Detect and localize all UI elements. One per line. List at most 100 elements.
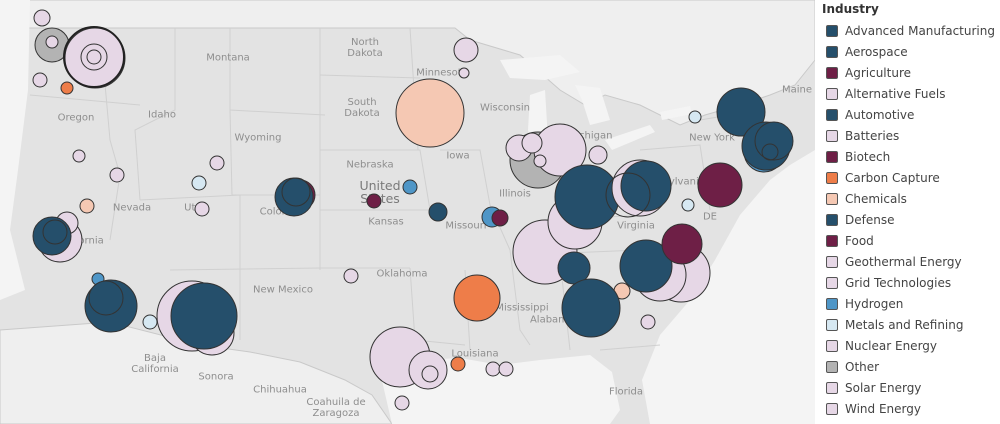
bubble-wind[interactable] bbox=[343, 268, 359, 284]
legend-item[interactable]: Hydrogen bbox=[826, 293, 903, 314]
bubble-aerospace[interactable] bbox=[281, 177, 311, 207]
label-wisconsin: Wisconsin bbox=[480, 102, 530, 114]
legend-label: Grid Technologies bbox=[845, 275, 952, 290]
legend-item[interactable]: Automotive bbox=[826, 104, 914, 125]
legend-item[interactable]: Grid Technologies bbox=[826, 272, 951, 293]
bubble-aerospace[interactable] bbox=[42, 219, 68, 245]
legend-item[interactable]: Alternative Fuels bbox=[826, 83, 945, 104]
legend-label: Biotech bbox=[845, 149, 891, 164]
bubble-carbon-capture[interactable] bbox=[453, 274, 501, 322]
legend-item[interactable]: Nuclear Energy bbox=[826, 335, 937, 356]
bubble-layer bbox=[32, 9, 794, 411]
legend-item[interactable]: Batteries bbox=[826, 125, 899, 146]
map-canvas[interactable]: North Dakota Montana South Dakota Minnesot… bbox=[0, 0, 815, 424]
bubble-wind[interactable] bbox=[209, 155, 225, 171]
label-idaho: Idaho bbox=[148, 109, 176, 121]
legend-item[interactable]: Solar Energy bbox=[826, 377, 921, 398]
bubble-wind[interactable] bbox=[498, 361, 514, 377]
legend-item[interactable]: Other bbox=[826, 356, 879, 377]
bubble-grid[interactable] bbox=[453, 37, 479, 63]
bubble-hydrogen[interactable] bbox=[402, 179, 418, 195]
legend-item[interactable]: Biotech bbox=[826, 146, 890, 167]
legend-item[interactable]: Agriculture bbox=[826, 62, 911, 83]
bubble-food[interactable] bbox=[661, 223, 703, 265]
bubble-agriculture[interactable] bbox=[491, 209, 509, 227]
bubble-biotech[interactable] bbox=[366, 193, 382, 209]
bubble-aerospace[interactable] bbox=[754, 121, 794, 161]
bubble-advanced-mfg[interactable] bbox=[619, 239, 673, 293]
bubble-wind[interactable] bbox=[485, 361, 501, 377]
legend-item[interactable]: Aerospace bbox=[826, 41, 908, 62]
bubble-chemicals[interactable] bbox=[395, 78, 465, 148]
bubble-agriculture[interactable] bbox=[697, 162, 743, 208]
bubble-batteries[interactable] bbox=[32, 72, 48, 88]
legend-item[interactable]: Geothermal Energy bbox=[826, 251, 962, 272]
legend-label: Alternative Fuels bbox=[845, 86, 946, 101]
bubble-aerospace[interactable] bbox=[761, 143, 779, 161]
lake-huron bbox=[575, 85, 610, 125]
legend-label: Aerospace bbox=[845, 44, 908, 59]
bubble-wind[interactable] bbox=[194, 201, 210, 217]
label-south-dakota: South Dakota bbox=[344, 97, 380, 119]
lake-ontario bbox=[660, 106, 692, 120]
label-virginia: Virginia bbox=[617, 220, 655, 232]
label-oregon: Oregon bbox=[57, 112, 95, 124]
legend-swatch bbox=[826, 339, 838, 352]
bubble-carbon-capture[interactable] bbox=[60, 81, 74, 95]
bubble-metals[interactable] bbox=[681, 198, 695, 212]
bubble-metals[interactable] bbox=[191, 175, 207, 191]
legend-swatch bbox=[826, 192, 838, 205]
bubble-batteries[interactable] bbox=[533, 154, 547, 168]
label-montana: Montana bbox=[206, 52, 250, 64]
bubble-wind[interactable] bbox=[394, 395, 410, 411]
bubble-wind[interactable] bbox=[72, 149, 86, 163]
legend-item[interactable]: Chemicals bbox=[826, 188, 907, 209]
bubble-metals[interactable] bbox=[688, 110, 702, 124]
legend-item[interactable]: Advanced Manufacturing bbox=[826, 20, 995, 41]
bubble-defense[interactable] bbox=[561, 278, 621, 338]
bubble-aerospace[interactable] bbox=[63, 26, 125, 88]
bubble-chemicals[interactable] bbox=[79, 198, 95, 214]
legend-item[interactable]: Wind Energy bbox=[826, 398, 921, 419]
legend-item[interactable]: Carbon Capture bbox=[826, 167, 940, 188]
bubble-batteries[interactable] bbox=[605, 172, 651, 218]
legend-item[interactable]: Metals and Refining bbox=[826, 314, 964, 335]
bubble-metals[interactable] bbox=[142, 314, 158, 330]
bubble-wind[interactable] bbox=[588, 145, 608, 165]
legend-swatch bbox=[826, 276, 838, 289]
label-de: DE bbox=[702, 211, 718, 223]
legend-swatch bbox=[826, 360, 838, 373]
bubble-automotive[interactable] bbox=[620, 160, 672, 212]
label-florida: Florida bbox=[608, 386, 644, 398]
bubble-aerospace[interactable] bbox=[32, 216, 72, 256]
bubble-solar[interactable] bbox=[86, 49, 102, 65]
bubble-wind[interactable] bbox=[109, 167, 125, 183]
bubble-aerospace[interactable] bbox=[88, 280, 124, 316]
bubble-wind[interactable] bbox=[640, 314, 656, 330]
bubble-solar[interactable] bbox=[421, 365, 439, 383]
bubble-advanced-mfg[interactable] bbox=[716, 87, 766, 137]
label-pennsylvania: Pennsylvania bbox=[639, 176, 705, 188]
legend-label: Defense bbox=[845, 212, 895, 227]
legend-item[interactable]: Food bbox=[826, 230, 874, 251]
bubble-aerospace[interactable] bbox=[170, 282, 238, 350]
lake-erie bbox=[605, 125, 655, 150]
bubble-wind[interactable] bbox=[45, 35, 59, 49]
legend-label: Other bbox=[845, 359, 880, 374]
label-illinois: Illinois bbox=[499, 188, 531, 200]
legend-swatch bbox=[826, 87, 838, 100]
legend-swatch bbox=[826, 24, 838, 37]
bubble-wind[interactable] bbox=[33, 9, 51, 27]
bubble-automotive[interactable] bbox=[554, 164, 620, 230]
label-coahuila: Coahuila de Zaragoza bbox=[306, 397, 366, 419]
bubble-batteries[interactable] bbox=[521, 132, 543, 154]
legend-label: Metals and Refining bbox=[845, 317, 964, 332]
bubble-carbon-capture[interactable] bbox=[450, 356, 466, 372]
bubble-defense[interactable] bbox=[428, 202, 448, 222]
legend-item[interactable]: Defense bbox=[826, 209, 894, 230]
legend-label: Solar Energy bbox=[845, 380, 922, 395]
legend-label: Automotive bbox=[845, 107, 915, 122]
bubble-solar[interactable] bbox=[80, 43, 108, 71]
bubble-wind[interactable] bbox=[458, 67, 470, 79]
label-nebraska: Nebraska bbox=[346, 159, 394, 171]
